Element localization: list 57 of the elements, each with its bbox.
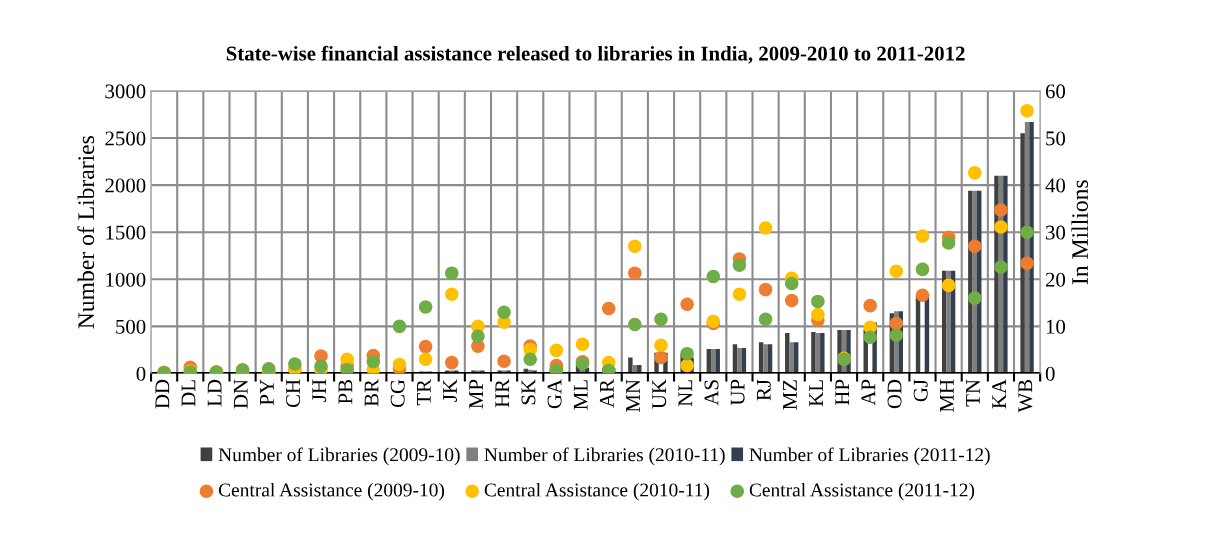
- x-tick-label: PB: [338, 380, 353, 404]
- legend-label: Number of Libraries (2010-11): [484, 447, 725, 466]
- x-tick-label: TR: [416, 379, 431, 406]
- x-tick-label: MP: [469, 379, 483, 409]
- x-tick-label: GJ: [913, 379, 928, 402]
- y2-tick-label: 0: [1045, 366, 1055, 381]
- y-tick-label: 0: [136, 366, 146, 381]
- y2-tick-label: 40: [1045, 178, 1066, 193]
- y2-tick-label: 10: [1046, 319, 1066, 334]
- x-tick-label: OD: [887, 379, 902, 409]
- y-tick-label: 1000: [106, 272, 146, 287]
- y2-axis-title: In Millions: [1071, 180, 1089, 285]
- y2-tick-label: 20: [1045, 272, 1066, 287]
- legend-label: Central Assistance (2010-11): [484, 482, 710, 501]
- x-tick-label: RJ: [756, 379, 771, 401]
- x-tick-label: DL: [181, 380, 196, 407]
- y-tick-label: 2500: [105, 131, 146, 146]
- legend-label: Central Assistance (2011-12): [749, 482, 975, 501]
- x-tick-label: DN: [233, 379, 248, 409]
- legend-label: Central Assistance (2009-10): [218, 482, 445, 501]
- x-tick-label: CG: [390, 379, 405, 408]
- x-tick-label: KA: [992, 379, 1006, 409]
- x-tick-label: NL: [678, 380, 693, 407]
- legend-label: Number of Libraries (2011-12): [749, 447, 990, 466]
- x-tick-label: UP: [730, 379, 745, 406]
- x-tick-label: HP: [835, 379, 850, 406]
- y2-tick-label: 50: [1046, 131, 1066, 146]
- x-tick-label: SK: [521, 379, 536, 405]
- x-tick-label: JH: [312, 379, 327, 402]
- x-tick-label: TN: [966, 379, 980, 407]
- x-tick-label: DD: [155, 379, 170, 409]
- x-tick-label: MH: [940, 379, 954, 412]
- x-tick-label: CH: [286, 379, 301, 408]
- x-tick-label: MZ: [783, 380, 797, 410]
- y-tick-label: 3000: [105, 84, 146, 99]
- x-tick-label: MN: [626, 379, 640, 412]
- x-tick-label: WB: [1018, 380, 1033, 413]
- legend-label: Number of Libraries (2009-10): [218, 447, 460, 466]
- y-tick-label: 500: [116, 319, 146, 334]
- x-tick-label: AS: [704, 380, 719, 406]
- x-tick-label: LD: [207, 379, 222, 407]
- y2-tick-label: 60: [1045, 84, 1066, 99]
- x-tick-label: BR: [364, 379, 379, 407]
- y-tick-label: 1500: [106, 225, 146, 240]
- x-tick-label: HR: [495, 379, 510, 408]
- x-tick-label: JK: [443, 379, 457, 402]
- y-axis-title: Number of Libraries: [77, 136, 95, 329]
- x-tick-label: ML: [573, 380, 588, 410]
- y2-tick-label: 30: [1046, 225, 1066, 240]
- chart-title: State-wise financial assistance released to libraries in India, 2009-2010 to 2011-2012: [226, 45, 965, 64]
- x-tick-label: UK: [652, 379, 667, 409]
- x-tick-label: KL: [809, 380, 823, 407]
- x-tick-label: AP: [861, 379, 876, 406]
- x-tick-label: GA: [547, 379, 562, 409]
- y-tick-label: 2000: [105, 178, 146, 193]
- x-tick-label: AR: [599, 379, 614, 408]
- x-tick-label: PY: [260, 379, 274, 406]
